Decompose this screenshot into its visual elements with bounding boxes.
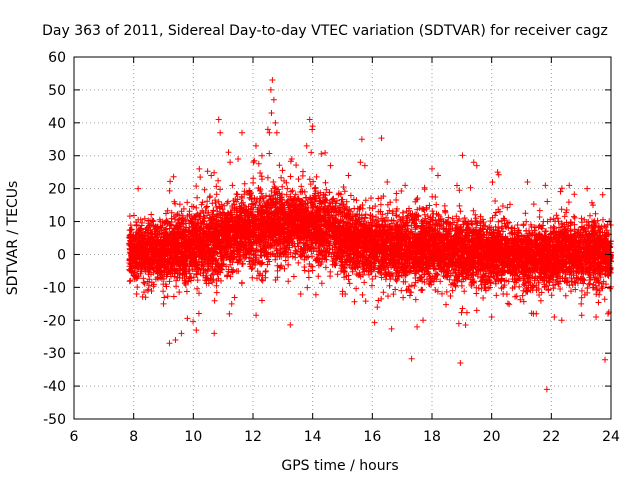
scatter-point xyxy=(530,310,537,317)
scatter-point xyxy=(361,162,368,169)
y-tick-label: -10 xyxy=(43,280,66,296)
x-tick-label: 12 xyxy=(244,429,262,445)
scatter-point xyxy=(455,320,462,327)
scatter-point xyxy=(217,129,224,136)
scatter-point xyxy=(211,330,218,337)
scatter-point xyxy=(172,337,179,344)
scatter-point xyxy=(470,159,477,166)
y-tick-labels: -50 -40 -30 -20 -10 0 10 20 30 40 50 60 xyxy=(43,50,66,428)
x-tick-label: 8 xyxy=(129,429,138,445)
scatter-point xyxy=(269,77,276,84)
y-tick-label: 60 xyxy=(48,50,66,66)
scatter-point xyxy=(308,149,315,156)
scatter-point xyxy=(414,323,421,330)
y-tick-label: 50 xyxy=(48,83,66,99)
y-tick-label: -30 xyxy=(43,346,66,362)
y-tick-label: 20 xyxy=(48,182,66,198)
scatter-point xyxy=(258,297,265,304)
scatter-point xyxy=(584,185,591,192)
y-tick-label: -50 xyxy=(43,412,66,428)
scatter-point xyxy=(566,182,573,189)
scatter-point xyxy=(494,169,501,176)
scatter-point xyxy=(434,172,441,179)
scatter-point xyxy=(524,179,531,186)
scatter-point xyxy=(288,156,295,163)
y-axis-title: SDTVAR / TECUs xyxy=(5,181,21,296)
y-tick-label: 30 xyxy=(48,149,66,165)
y-tick-label: -20 xyxy=(43,313,66,329)
scatter-point xyxy=(235,156,242,163)
scatter-point xyxy=(339,290,346,297)
scatter-point xyxy=(602,356,609,363)
scatter-point xyxy=(270,96,277,103)
scatter-point xyxy=(542,182,549,189)
scatter-point xyxy=(135,185,142,192)
scatter-point xyxy=(384,179,391,186)
scatter-point xyxy=(166,340,173,347)
scatter-point xyxy=(268,109,275,116)
x-tick-label: 22 xyxy=(542,429,560,445)
scatter-point-cloud xyxy=(126,126,614,362)
scatter-point xyxy=(196,165,203,172)
scatter-point xyxy=(473,162,480,169)
scatter-point xyxy=(193,327,200,334)
x-axis-title: GPS time / hours xyxy=(281,458,398,474)
scatter-point xyxy=(488,313,495,320)
plot-frame xyxy=(73,56,612,420)
axis-ticks xyxy=(73,56,612,420)
scatter-point xyxy=(593,313,600,320)
scatter-point xyxy=(266,129,273,136)
scatter-point xyxy=(264,126,271,133)
scatter-point xyxy=(297,290,304,297)
scatter-point xyxy=(273,129,280,136)
x-tick-label: 18 xyxy=(423,429,441,445)
scatter-point xyxy=(357,159,364,166)
scatter-point xyxy=(306,116,313,123)
scatter-point xyxy=(345,172,352,179)
x-tick-label: 20 xyxy=(483,429,501,445)
x-tick-label: 14 xyxy=(304,429,322,445)
scatter-point xyxy=(258,152,265,159)
scatter-point xyxy=(420,317,427,324)
scatter-points xyxy=(126,77,614,393)
scatter-point xyxy=(303,142,310,149)
scatter-point xyxy=(457,360,464,367)
scatter-point xyxy=(215,116,222,123)
scatter-point xyxy=(208,172,215,179)
scatter-point xyxy=(160,300,167,307)
x-tick-label: 16 xyxy=(363,429,381,445)
y-tick-label: 0 xyxy=(57,247,66,263)
scatter-point xyxy=(133,290,140,297)
scatter-point xyxy=(252,142,259,149)
scatter-point xyxy=(578,300,585,307)
scatter-point xyxy=(267,86,274,93)
y-tick-label: 40 xyxy=(48,116,66,132)
scatter-point xyxy=(551,313,558,320)
scatter-point xyxy=(309,123,316,130)
y-tick-label: -40 xyxy=(43,379,66,395)
scatter-point xyxy=(429,165,435,172)
scatter-point xyxy=(473,307,480,314)
y-tick-label: 10 xyxy=(48,215,66,231)
chart-title: Day 363 of 2011, Sidereal Day-to-day VTE… xyxy=(42,23,608,39)
x-tick-label: 6 xyxy=(70,429,79,445)
scatter-point xyxy=(327,162,334,169)
x-tick-labels: 6 8 10 12 14 16 18 20 22 24 xyxy=(70,429,620,445)
scatter-point xyxy=(402,182,409,189)
scatter-point xyxy=(375,297,382,304)
scatter-point xyxy=(358,136,365,143)
scatter-point xyxy=(558,317,565,324)
scatter-point xyxy=(543,386,550,393)
x-tick-label: 10 xyxy=(184,429,202,445)
scatter-point xyxy=(605,310,612,317)
scatter-point xyxy=(272,119,279,126)
scatter-point xyxy=(178,330,185,337)
x-tick-label: 24 xyxy=(602,429,620,445)
scatter-point xyxy=(142,294,149,301)
